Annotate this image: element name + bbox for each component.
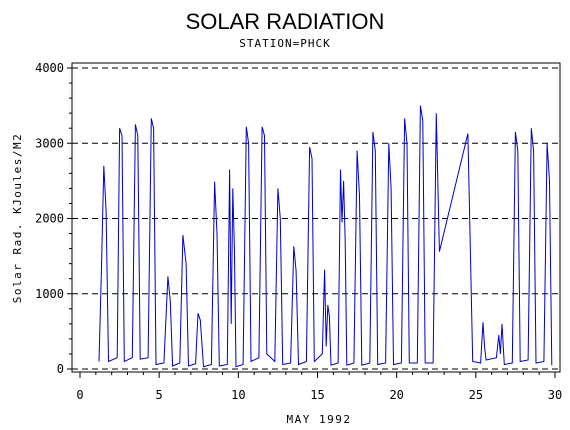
x-minor-ticks (95, 372, 540, 375)
y-axis-ticks: 0 1000 2000 3000 4000 (35, 61, 72, 376)
grid-lines (72, 67, 560, 370)
x-tick-label: 0 (76, 388, 83, 402)
plot-frame (71, 62, 561, 373)
y-tick-label: 1000 (35, 287, 64, 301)
x-axis-label: MAY 1992 (287, 413, 352, 426)
x-tick-label: 10 (231, 388, 245, 402)
series-line (98, 105, 553, 368)
y-tick-label: 0 (57, 362, 64, 376)
y-tick-label: 2000 (35, 212, 64, 226)
x-tick-label: 30 (548, 388, 562, 402)
x-axis-ticks: 0 5 10 15 20 25 30 (76, 372, 562, 402)
x-tick-label: 25 (469, 388, 483, 402)
y-minor-ticks (69, 82, 72, 355)
chart-subtitle: STATION=PHCK (239, 37, 330, 50)
y-tick-label: 4000 (35, 61, 64, 75)
x-tick-label: 5 (156, 388, 163, 402)
y-axis-label: Solar Rad. KJoules/M2 (11, 133, 24, 304)
x-tick-label: 20 (389, 388, 403, 402)
y-tick-label: 3000 (35, 136, 64, 150)
chart-title: SOLAR RADIATION (186, 9, 385, 34)
x-tick-label: 15 (310, 388, 324, 402)
